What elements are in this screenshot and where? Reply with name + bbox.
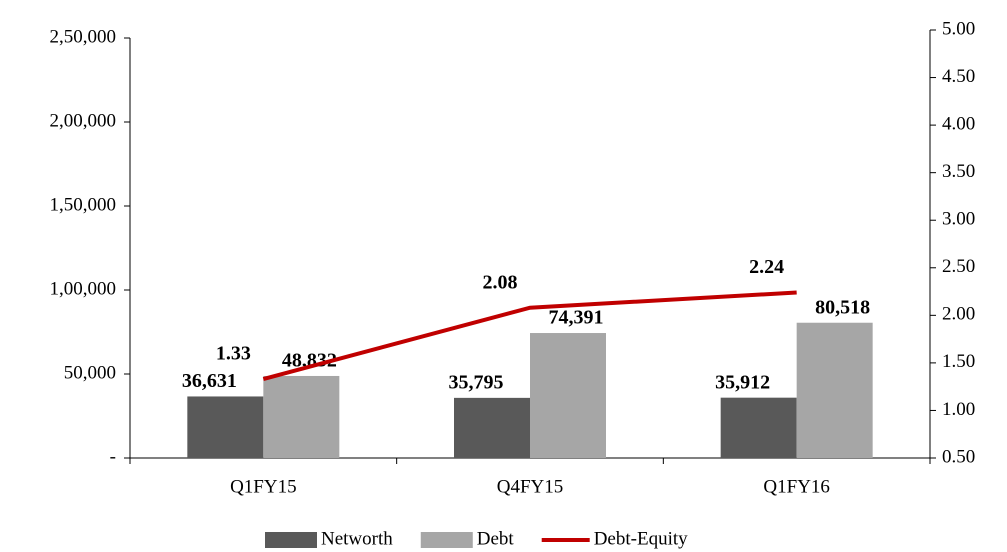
- y-tick-label: 1,50,000: [50, 194, 117, 215]
- legend-swatch: [265, 532, 317, 548]
- legend-label: Debt: [477, 528, 515, 549]
- data-label: 2.24: [749, 256, 784, 278]
- x-tick-label: Q1FY15: [230, 476, 297, 497]
- y-tick-label: 2,50,000: [50, 26, 117, 47]
- y-tick-label: 2,00,000: [50, 110, 117, 131]
- line: [262, 290, 797, 381]
- legend-swatch: [420, 532, 473, 548]
- data-label: 1.33: [216, 343, 251, 365]
- bar: [720, 397, 797, 458]
- bar: [530, 333, 606, 458]
- y2-tick-label: 2.50: [942, 256, 975, 277]
- y2-tick-label: 2.00: [942, 304, 975, 325]
- y2-tick-label: 5.00: [942, 18, 975, 39]
- y-tick-label: 1,00,000: [50, 278, 117, 299]
- bar: [454, 397, 530, 458]
- y2-tick-label: 4.00: [942, 113, 975, 134]
- data-label: 2.08: [483, 271, 518, 293]
- x-tick-label: Q4FY15: [497, 476, 564, 497]
- data-label: 35,912: [715, 371, 770, 393]
- x-tick-label: Q1FY16: [763, 476, 830, 497]
- data-label: 35,795: [449, 371, 504, 393]
- data-label: 74,391: [549, 307, 604, 329]
- y2-tick-label: 3.00: [942, 209, 975, 230]
- legend-label: Debt-Equity: [594, 528, 688, 549]
- legend-label: Networth: [321, 528, 393, 549]
- data-label: 80,518: [815, 296, 870, 318]
- y2-tick-label: 1.00: [942, 399, 975, 420]
- y2-tick-label: 4.50: [942, 66, 975, 87]
- y-tick-label: -: [110, 446, 116, 467]
- y2-tick-label: 0.50: [942, 446, 975, 467]
- bar: [796, 322, 873, 458]
- data-label: 36,631: [182, 370, 237, 392]
- bar: [263, 375, 340, 458]
- bar: [187, 396, 264, 458]
- data-label: 48,832: [282, 350, 337, 372]
- y2-tick-label: 1.50: [942, 351, 975, 372]
- y2-tick-label: 3.50: [942, 161, 975, 182]
- y-tick-label: 50,000: [64, 362, 116, 383]
